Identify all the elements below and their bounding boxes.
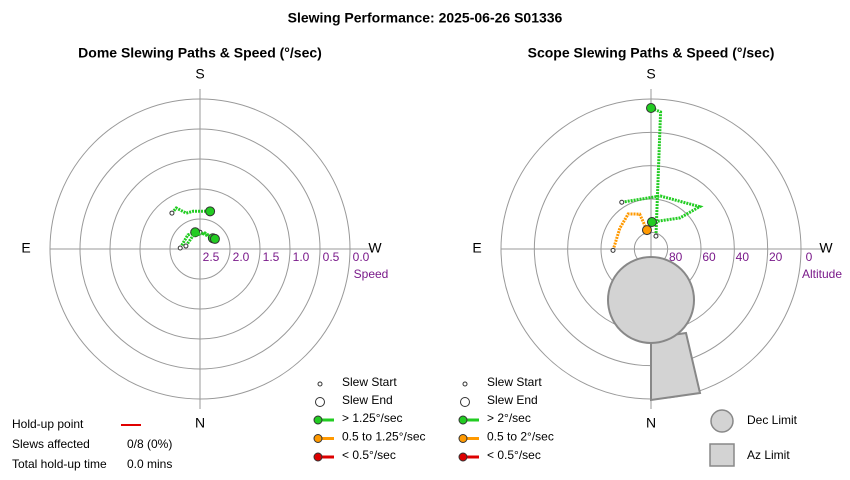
r-axis-label: Speed [354,267,389,281]
r-tick-label: 0.0 [353,250,370,264]
legend-swatch [313,415,323,425]
slew-end [205,206,216,217]
time-label: Total hold-up time [12,457,107,471]
slew-path [178,230,196,249]
direction: W [368,240,382,256]
legend-label: Slew End [487,393,538,407]
direction: N [195,415,205,431]
r-tick-label: 40 [736,250,750,264]
grid-ring [169,218,231,280]
legend-label: Slew End [342,393,393,407]
legend-label: 0.5 to 2°/sec [487,430,554,444]
dec-limit-swatch [710,409,734,433]
r-tick-label: 80 [669,250,683,264]
legend-end-swatch [315,397,325,407]
slew-path [621,194,704,224]
legend-swatch [458,452,468,462]
r-tick-label: 2.5 [203,250,220,264]
slew-path [611,212,649,251]
direction: E [21,240,30,256]
r-tick-label: 0.5 [323,250,340,264]
slew-path [184,231,216,247]
slew-start [183,243,189,249]
legend-label: > 1.25°/sec [342,411,403,425]
az-limit-label: Az Limit [747,448,790,462]
legend-swatch [458,415,468,425]
grid-ring [109,158,291,340]
page-title: Slewing Performance: 2025-06-26 S01336 [288,10,563,26]
direction: E [472,240,481,256]
slew-end [641,225,652,236]
slew-end [646,103,656,113]
legend-label: Slew Start [342,375,397,389]
legend-label: Slew Start [487,375,542,389]
slew-start [169,210,175,216]
legend-label: 0.5 to 1.25°/sec [342,430,426,444]
slew-path [650,106,663,237]
legend-swatch [313,452,323,462]
r-tick-label: 0 [806,250,813,264]
r-tick-label: 1.0 [293,250,310,264]
r-tick-label: 60 [702,250,716,264]
r-tick-label: 2.0 [233,250,250,264]
slews-value: 0/8 (0%) [127,437,172,451]
holdup-label: Hold-up point [12,417,84,431]
legend-label: < 0.5°/sec [342,448,396,462]
slew-end [209,233,220,244]
legend-start-swatch [317,381,323,387]
slews-label: Slews affected [12,437,90,451]
slew-start [610,247,616,253]
slew-start [177,245,183,251]
r-tick-label: 1.5 [263,250,280,264]
legend-start-swatch [462,381,468,387]
time-value: 0.0 mins [127,457,172,471]
r-axis-label: Altitude [802,267,842,281]
grid-ring [139,188,261,310]
slew-path [170,206,211,215]
slew-start [619,199,625,205]
r-tick-label: 20 [769,250,783,264]
chart-title: Scope Slewing Paths & Speed (°/sec) [528,45,775,61]
legend-swatch [458,434,468,443]
az-limit-swatch [709,443,735,467]
chart-title: Dome Slewing Paths & Speed (°/sec) [78,45,322,61]
grid-ring [49,98,351,400]
legend-end-swatch [460,397,470,407]
grid-ring [79,128,321,370]
dec-limit-area [607,256,695,344]
legend-label: < 0.5°/sec [487,448,541,462]
slew-start [653,233,659,239]
direction: W [819,240,833,256]
legend-swatch [313,434,323,443]
slew-end [646,217,657,228]
legend-label: > 2°/sec [487,411,531,425]
direction: S [195,66,204,82]
direction: S [646,66,655,82]
dec-limit-label: Dec Limit [747,413,798,427]
direction: N [646,415,656,431]
